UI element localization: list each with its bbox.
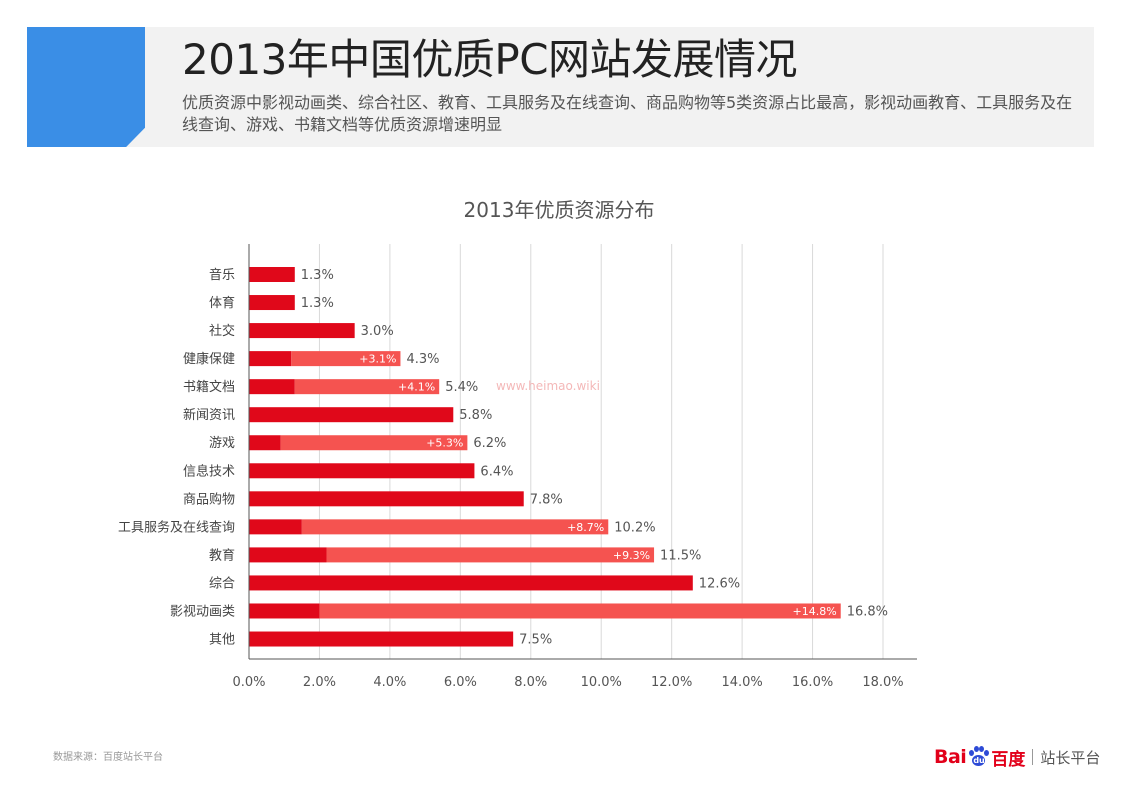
- header-band: [27, 27, 1094, 147]
- value-label: 1.3%: [301, 268, 334, 283]
- x-tick-label: 6.0%: [444, 675, 477, 690]
- value-label: 10.2%: [614, 520, 655, 535]
- increase-label: +4.1%: [398, 381, 435, 394]
- bar-base: [249, 407, 454, 423]
- data-source-note: 数据来源：百度站长平台: [53, 752, 163, 763]
- increase-label: +9.3%: [613, 549, 650, 562]
- bar-increase: [301, 519, 609, 535]
- brand-bai: Bai: [934, 746, 967, 768]
- increase-label: +3.1%: [359, 353, 396, 366]
- watermark: www.heimao.wiki: [496, 379, 600, 393]
- x-tick-label: 4.0%: [373, 675, 406, 690]
- category-label: 游戏: [209, 436, 235, 451]
- brand-cn: 百度: [991, 749, 1026, 770]
- x-tick-label: 12.0%: [651, 675, 692, 690]
- value-label: 5.4%: [445, 380, 478, 395]
- brand-product: 站长平台: [1040, 748, 1101, 767]
- bar-base: [249, 631, 514, 647]
- value-label: 3.0%: [361, 324, 394, 339]
- category-label: 书籍文档: [183, 379, 235, 395]
- bar-increase: [291, 351, 401, 367]
- grid-lines: [318, 244, 884, 659]
- category-label: 音乐: [209, 267, 235, 283]
- x-tick-label: 18.0%: [862, 675, 903, 690]
- x-tick-label: 2.0%: [303, 675, 336, 690]
- bar-increase: [319, 603, 841, 619]
- x-tick-label: 14.0%: [721, 675, 762, 690]
- page-title: 2013年中国优质PC网站发展情况: [182, 35, 798, 84]
- value-label: 7.5%: [519, 633, 552, 648]
- value-label: 6.4%: [480, 464, 513, 479]
- bar-increase: [326, 547, 655, 563]
- x-tick-label: 8.0%: [514, 675, 547, 690]
- bar-base: [249, 575, 693, 591]
- bar-base: [249, 491, 524, 507]
- category-label: 其他: [209, 633, 235, 648]
- baidu-brand: Bai du 百度 站长平台: [934, 742, 1100, 772]
- value-label: 4.3%: [406, 352, 439, 367]
- bar-increase: [294, 379, 440, 395]
- axes: 0.0% 2.0% 4.0% 6.0% 8.0% 10.0% 12.0% 14.0% 16.0%…: [232, 244, 917, 690]
- bar-base: [249, 351, 292, 367]
- x-tick-label: 10.0%: [581, 675, 622, 690]
- bar-base: [249, 379, 295, 395]
- value-label: 7.8%: [530, 492, 563, 507]
- x-tick-label: 0.0%: [232, 675, 265, 690]
- bar-base: [249, 519, 302, 535]
- brand-du: du: [973, 756, 985, 765]
- bar-base: [249, 295, 295, 311]
- paw-icon: du: [967, 746, 990, 768]
- bar-base: [249, 603, 320, 619]
- category-label: 体育: [209, 295, 235, 311]
- value-label: 12.6%: [699, 576, 740, 591]
- bar-increase: [280, 435, 468, 451]
- bars: [249, 267, 841, 647]
- category-label: 商品购物: [183, 491, 235, 507]
- value-label: 16.8%: [847, 604, 888, 619]
- bar-base: [249, 435, 281, 451]
- chart-title: 2013年优质资源分布: [464, 198, 655, 222]
- increase-label: +8.7%: [567, 521, 604, 534]
- value-label: 1.3%: [301, 296, 334, 311]
- category-label: 综合: [209, 576, 235, 591]
- brand-separator: [1032, 749, 1034, 765]
- value-label: 11.5%: [660, 548, 701, 563]
- category-label: 影视动画类: [170, 604, 235, 619]
- x-tick-label: 16.0%: [792, 675, 833, 690]
- category-label: 信息技术: [183, 463, 235, 479]
- category-label: 教育: [209, 547, 235, 563]
- increase-label: +14.8%: [793, 605, 837, 618]
- category-label: 工具服务及在线查询: [118, 519, 235, 535]
- page-subtitle: 优质资源中影视动画类、综合社区、教育、工具服务及在线查询、商品购物等5类资源占比…: [182, 93, 1073, 134]
- accent-block: [27, 27, 145, 147]
- bar-base: [249, 267, 295, 282]
- data-labels: 音乐 1.3% 体育 1.3% 社交 3.0% 健康保健 +3.1% 4.3% 书籍文档 +4.1%…: [118, 267, 888, 648]
- value-label: 6.2%: [473, 436, 506, 451]
- increase-label: +5.3%: [426, 437, 463, 450]
- category-label: 社交: [209, 323, 235, 339]
- category-label: 健康保健: [183, 351, 235, 367]
- bar-base: [249, 463, 475, 479]
- category-label: 新闻资讯: [183, 407, 235, 423]
- value-label: 5.8%: [459, 408, 492, 423]
- bar-base: [249, 323, 355, 339]
- bar-base: [249, 547, 327, 563]
